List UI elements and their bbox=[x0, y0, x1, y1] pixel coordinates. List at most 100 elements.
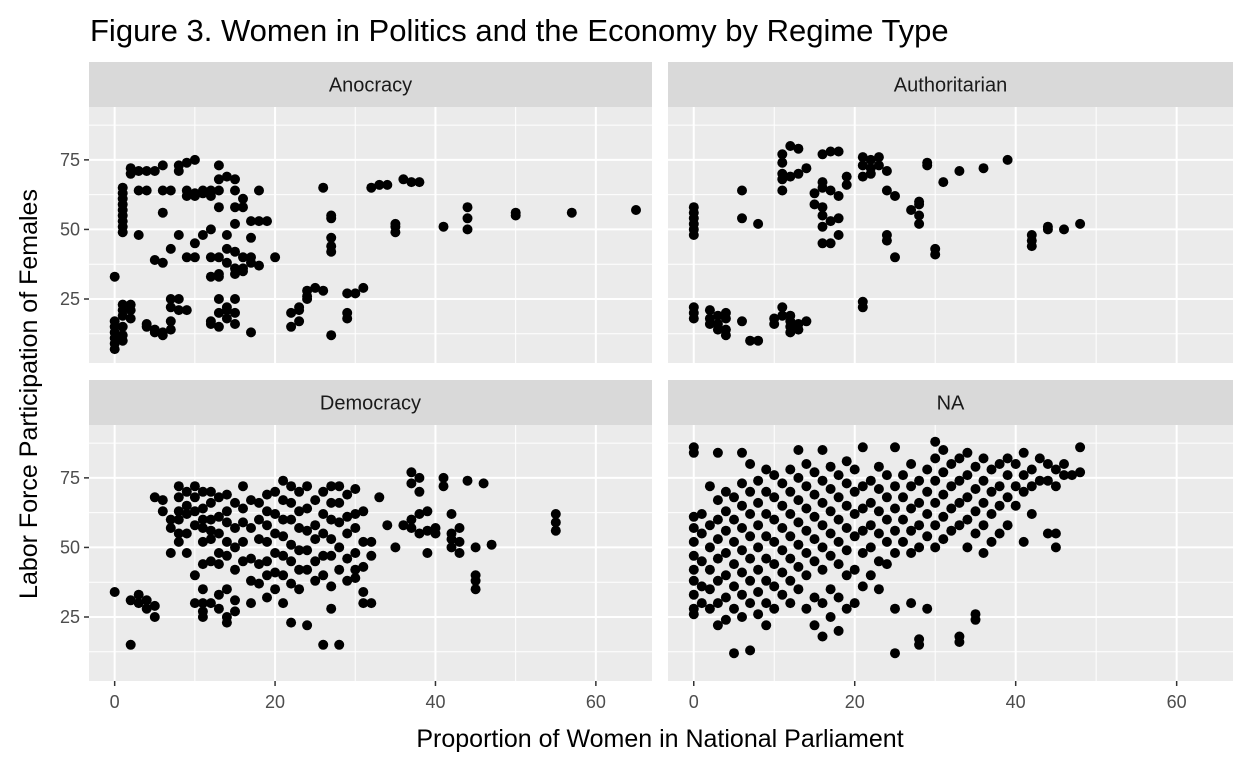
data-point bbox=[406, 478, 417, 489]
data-point bbox=[197, 503, 208, 514]
data-point bbox=[366, 536, 377, 547]
data-point bbox=[278, 475, 289, 486]
data-point bbox=[817, 238, 828, 249]
data-point bbox=[230, 263, 240, 274]
data-point bbox=[197, 230, 208, 240]
data-point bbox=[262, 570, 272, 581]
data-point bbox=[230, 523, 240, 533]
data-point bbox=[914, 218, 925, 229]
data-point bbox=[230, 294, 240, 304]
data-point bbox=[914, 497, 925, 508]
data-point bbox=[906, 205, 917, 215]
data-point bbox=[358, 561, 369, 572]
data-point bbox=[849, 509, 860, 519]
data-point bbox=[230, 174, 240, 185]
data-point bbox=[777, 302, 788, 313]
data-point bbox=[286, 481, 297, 492]
data-point bbox=[825, 484, 836, 494]
data-point bbox=[326, 534, 337, 545]
data-point bbox=[890, 525, 900, 536]
data-point bbox=[221, 536, 232, 547]
x-axis-title: Proportion of Women in National Parliame… bbox=[416, 725, 903, 753]
data-point bbox=[334, 639, 345, 650]
data-point bbox=[1075, 467, 1086, 478]
data-point bbox=[809, 511, 820, 522]
data-point bbox=[414, 177, 425, 188]
data-point bbox=[857, 581, 868, 592]
facet-strip-na bbox=[668, 380, 1233, 425]
data-point bbox=[729, 559, 739, 570]
data-point bbox=[350, 548, 361, 558]
data-point bbox=[922, 603, 933, 614]
data-point bbox=[857, 160, 868, 171]
data-point bbox=[978, 497, 989, 508]
x-tick-label: 0 bbox=[110, 692, 120, 712]
data-point bbox=[946, 525, 957, 536]
data-point bbox=[254, 185, 264, 196]
data-point bbox=[390, 227, 401, 238]
data-point bbox=[566, 207, 577, 218]
data-point bbox=[688, 442, 699, 453]
data-point bbox=[761, 464, 772, 475]
data-point bbox=[712, 534, 723, 545]
data-point bbox=[109, 587, 120, 597]
data-point bbox=[278, 550, 289, 561]
data-point bbox=[181, 486, 192, 497]
data-point bbox=[881, 559, 892, 570]
data-point bbox=[221, 612, 232, 622]
data-point bbox=[841, 570, 852, 581]
data-point bbox=[125, 163, 136, 174]
data-point bbox=[745, 575, 756, 586]
data-point bbox=[914, 210, 925, 221]
facet-strip-authoritarian bbox=[668, 62, 1233, 107]
data-point bbox=[454, 523, 465, 533]
data-point bbox=[205, 185, 216, 196]
y-tick-label: 25 bbox=[60, 607, 80, 627]
data-point bbox=[978, 520, 989, 531]
data-point bbox=[849, 464, 860, 475]
data-point bbox=[954, 453, 965, 464]
data-point bbox=[366, 550, 377, 561]
data-point bbox=[302, 620, 313, 631]
data-point bbox=[761, 486, 772, 497]
data-point bbox=[970, 609, 981, 620]
data-point bbox=[720, 525, 731, 536]
data-point bbox=[350, 564, 361, 575]
data-point bbox=[238, 202, 248, 213]
data-point bbox=[729, 514, 739, 525]
data-point bbox=[181, 185, 192, 196]
data-point bbox=[213, 160, 224, 171]
data-point bbox=[197, 559, 208, 570]
data-point bbox=[205, 486, 216, 497]
data-point bbox=[898, 514, 908, 525]
x-tick-label: 20 bbox=[265, 692, 285, 712]
data-point bbox=[165, 514, 176, 525]
data-point bbox=[777, 310, 788, 321]
data-point bbox=[238, 481, 248, 492]
data-point bbox=[785, 171, 796, 182]
data-point bbox=[141, 595, 152, 606]
data-point bbox=[906, 459, 917, 469]
data-point bbox=[930, 475, 941, 486]
data-point bbox=[438, 481, 449, 492]
data-point bbox=[825, 506, 836, 517]
data-point bbox=[954, 520, 965, 531]
data-point bbox=[922, 157, 933, 168]
data-point bbox=[133, 230, 144, 240]
data-point bbox=[157, 185, 168, 196]
data-point bbox=[696, 581, 707, 592]
data-point bbox=[157, 495, 168, 506]
data-point bbox=[221, 584, 232, 595]
data-point bbox=[213, 559, 224, 570]
data-point bbox=[817, 202, 828, 213]
data-point bbox=[978, 453, 989, 464]
data-point bbox=[817, 631, 828, 642]
data-point bbox=[954, 166, 965, 176]
data-point bbox=[914, 475, 925, 486]
y-axis-title: Labor Force Participation of Females bbox=[15, 189, 43, 599]
data-point bbox=[922, 531, 933, 542]
data-point bbox=[881, 230, 892, 240]
data-point bbox=[833, 492, 844, 503]
data-point bbox=[720, 592, 731, 603]
data-point bbox=[777, 478, 788, 489]
